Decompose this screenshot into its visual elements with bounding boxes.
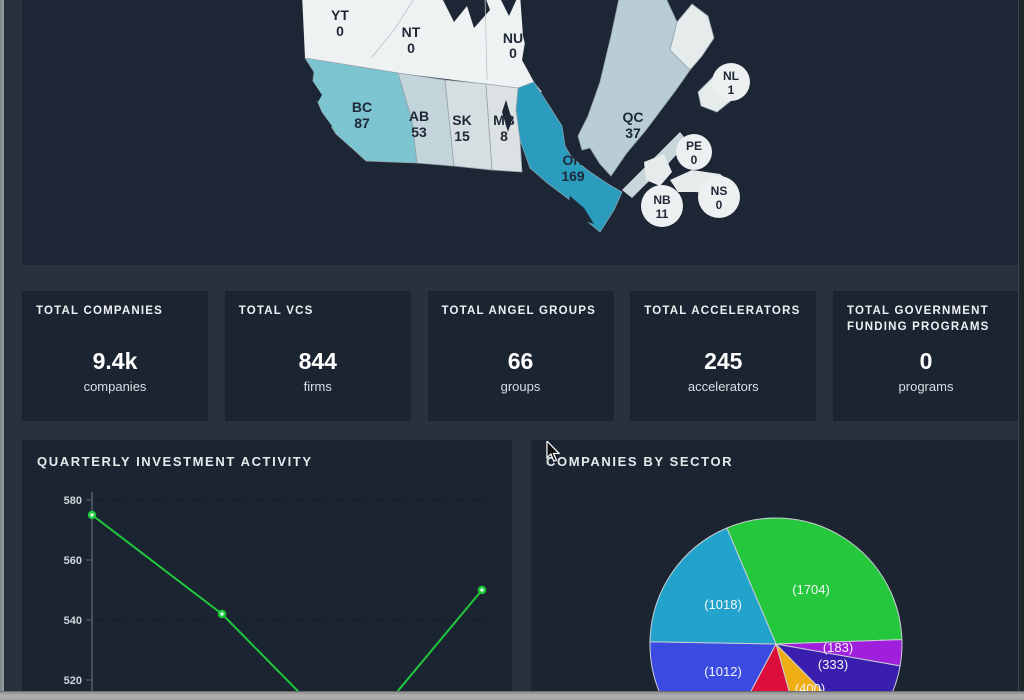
quarterly-investment-chart[interactable]: 580 560 540 520 <box>22 440 512 691</box>
bubble-label-nl: NL <box>723 69 739 83</box>
stat-value: 844 <box>298 348 337 374</box>
pie-label-3: (400) <box>795 681 825 691</box>
bubble-value-nl: 1 <box>728 83 735 97</box>
bubble-label-ns: NS <box>711 184 728 198</box>
y-tick-label: 580 <box>64 495 82 507</box>
map-region-on[interactable] <box>515 81 623 233</box>
stat-unit: groups <box>500 379 541 394</box>
province-value-on: 169 <box>561 168 585 184</box>
map-region-ab[interactable] <box>397 72 455 167</box>
pie-label-0: (1704) <box>792 582 830 597</box>
investment-line <box>91 514 483 691</box>
map-region-nb-land <box>644 154 672 186</box>
territory-border <box>371 0 488 81</box>
province-label-nu: NU <box>503 30 523 46</box>
province-value-yt: 0 <box>336 23 344 39</box>
stat-value: 245 <box>704 348 743 374</box>
province-label-ab: AB <box>409 108 429 124</box>
mouse-cursor <box>545 439 561 468</box>
pie-slice-6[interactable] <box>649 527 777 645</box>
pie-slice-0[interactable] <box>726 517 903 645</box>
map-region-territories[interactable] <box>302 0 542 92</box>
lake-winnipeg <box>502 100 512 132</box>
map-bubble-ns[interactable] <box>698 176 740 218</box>
stat-value: 0 <box>919 348 933 374</box>
map-bubble-nl[interactable] <box>712 63 750 101</box>
stat-card-total-accelerators: TOTAL ACCELERATORS 245 accelerators <box>630 291 817 421</box>
stat-value: 66 <box>507 348 534 374</box>
window-bottom-edge <box>0 691 1024 700</box>
stat-title: TOTAL ANGEL GROUPS <box>441 305 597 317</box>
companies-by-sector-title: COMPANIES BY SECTOR <box>546 454 734 469</box>
stat-title: TOTAL ACCELERATORS <box>644 305 801 317</box>
pie-slice-2[interactable] <box>774 643 901 691</box>
stat-card-total-angel-groups: TOTAL ANGEL GROUPS 66 groups <box>427 291 614 421</box>
pie-slice-4[interactable] <box>717 642 810 691</box>
map-region-mb[interactable] <box>485 83 523 173</box>
province-label-on: ON <box>563 152 584 168</box>
y-tick-label: 560 <box>64 555 82 567</box>
province-value-qc: 37 <box>625 125 641 141</box>
window-left-edge <box>0 0 4 699</box>
arctic-water <box>443 0 490 28</box>
great-lakes <box>568 196 594 224</box>
bubble-value-ns: 0 <box>716 198 723 212</box>
bubble-label-nb: NB <box>653 193 671 207</box>
companies-by-sector-panel: COMPANIES BY SECTOR (1704) (183) (333) (400… <box>531 440 1020 699</box>
stat-cards-row: TOTAL COMPANIES 9.4k companies TOTAL VCS… <box>22 291 1019 421</box>
bc-fjords <box>310 80 348 154</box>
bubble-value-nb: 11 <box>656 207 669 221</box>
pie-slice-3[interactable] <box>775 642 864 691</box>
stat-value: 9.4k <box>92 348 138 374</box>
y-tick-label: 540 <box>64 615 82 627</box>
province-label-qc: QC <box>623 109 644 125</box>
companies-by-sector-chart[interactable]: (1704) (183) (333) (400) (1012) (1018) <box>531 440 1020 691</box>
pie-label-5: (1012) <box>704 664 742 679</box>
stat-title: TOTAL GOVERNMENT FUNDING PROGRAMS <box>847 305 990 333</box>
province-value-nt: 0 <box>407 40 415 56</box>
pie-label-2: (333) <box>818 657 848 672</box>
stat-card-total-gov-funding: TOTAL GOVERNMENT FUNDING PROGRAMS 0 prog… <box>833 291 1019 421</box>
pie-label-1: (183) <box>823 640 853 655</box>
data-point-core <box>480 588 484 592</box>
map-region-labrador[interactable] <box>669 3 715 71</box>
stat-unit: firms <box>303 379 332 394</box>
stat-title: TOTAL COMPANIES <box>36 305 164 317</box>
stat-card-total-vcs: TOTAL VCS 844 firms <box>224 291 411 421</box>
cursor-arrow-icon <box>546 439 561 463</box>
pie-label-6: (1018) <box>704 597 742 612</box>
hudson-bay <box>520 0 617 158</box>
province-value-ab: 53 <box>411 124 427 140</box>
pie-slice-5[interactable] <box>649 641 777 691</box>
province-label-sk: SK <box>452 112 471 128</box>
bubble-value-pe: 0 <box>691 153 698 167</box>
data-point-core <box>90 513 94 517</box>
map-bubble-nb[interactable] <box>641 185 683 227</box>
province-value-nu: 0 <box>509 45 517 61</box>
province-value-bc: 87 <box>354 115 370 131</box>
stat-unit: accelerators <box>687 379 759 394</box>
data-point-core <box>220 612 224 616</box>
stat-unit: programs <box>898 379 954 394</box>
province-label-bc: BC <box>352 99 372 115</box>
province-value-mb: 8 <box>500 128 508 144</box>
province-label-nt: NT <box>402 24 421 40</box>
quarterly-investment-panel: QUARTERLY INVESTMENT ACTIVITY 580 560 540 5… <box>22 440 512 699</box>
stat-card-total-companies: TOTAL COMPANIES 9.4k companies <box>22 291 208 421</box>
canada-map-panel: YT 0 NT 0 NU 0 BC 87 AB 53 SK 15 MB 8 QC 37 ON 169 NL 1 PE 0… <box>22 0 1019 265</box>
province-label-yt: YT <box>331 7 349 23</box>
quarterly-investment-title: QUARTERLY INVESTMENT ACTIVITY <box>37 454 313 469</box>
y-tick-label: 520 <box>64 675 82 687</box>
bubble-label-pe: PE <box>686 139 702 153</box>
map-bubble-pe[interactable] <box>676 134 712 170</box>
stat-unit: companies <box>83 379 147 394</box>
window-right-edge <box>1018 0 1024 699</box>
stat-title: TOTAL VCS <box>238 305 314 317</box>
province-label-mb: MB <box>493 112 515 128</box>
arctic-water <box>501 0 517 16</box>
province-value-sk: 15 <box>454 128 470 144</box>
